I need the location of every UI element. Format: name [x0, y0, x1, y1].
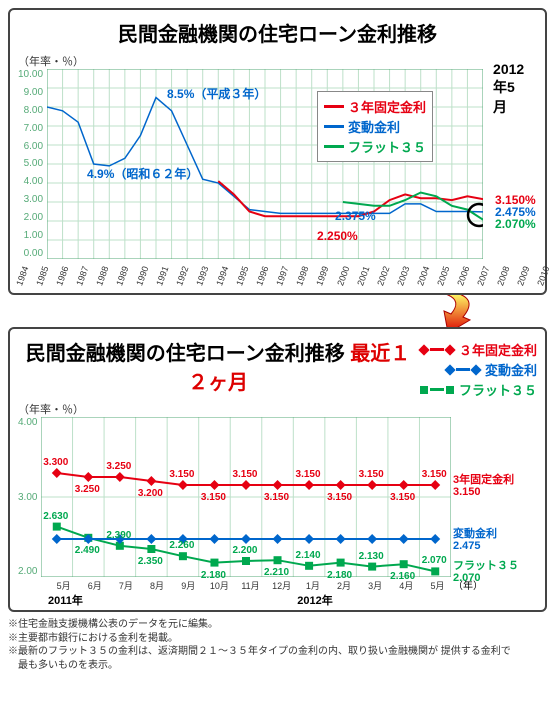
bottom-right-labels: 3年固定金利3.150変動金利2.475フラット３５2.070 — [453, 417, 537, 577]
top-y-ticks: 10.009.008.007.006.005.004.003.002.001.0… — [18, 69, 47, 259]
top-title: 民間金融機関の住宅ローン金利推移 — [18, 18, 537, 47]
footnotes: ※住宅金融支援機構公表のデータを元に編集。※主要都市銀行における金利を掲載。※最… — [8, 618, 547, 672]
bottom-y-ticks: 4.003.002.00 — [18, 417, 41, 577]
top-y-axis-label: （年率・％） — [18, 53, 537, 69]
bottom-plot-area: 3.3003.2503.2503.2003.1503.1503.1503.150… — [41, 417, 453, 577]
bottom-chart-panel: 民間金融機関の住宅ローン金利推移 最近１２ヶ月 ３年固定金利変動金利フラット３５… — [8, 327, 547, 612]
bottom-y-axis-label: （年率・％） — [18, 401, 537, 417]
bottom-title: 民間金融機関の住宅ローン金利推移 最近１２ヶ月 — [18, 337, 418, 395]
bottom-legend: ３年固定金利変動金利フラット３５ — [418, 335, 537, 400]
top-chart-panel: 民間金融機関の住宅ローン金利推移 （年率・％） 10.009.008.007.0… — [8, 8, 547, 295]
top-plot-area: ３年固定金利変動金利フラット３５ 8.5%（平成３年）4.9%（昭和６２年）2.… — [47, 69, 483, 259]
bottom-year-labels: 2011年2012年 — [48, 592, 453, 606]
top-legend: ３年固定金利変動金利フラット３５ — [317, 91, 433, 162]
top-x-axis: 1984198519861987198819891990199119921993… — [18, 261, 555, 289]
bottom-title-main: 民間金融機関の住宅ローン金利推移 — [26, 343, 345, 365]
